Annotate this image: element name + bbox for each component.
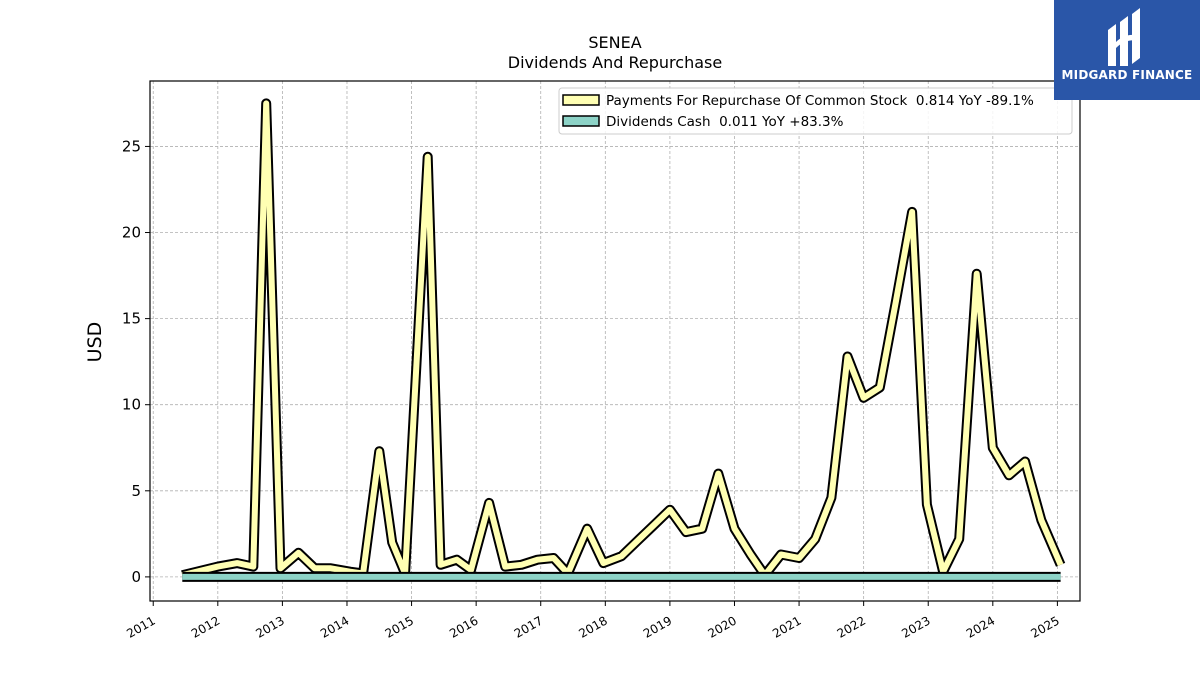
chart-subtitle: Dividends And Repurchase [508,53,722,72]
x-tick-label: 2024 [964,613,997,640]
plot-frame [149,80,1081,602]
legend-swatch-repurchase [562,94,600,106]
series-line-repurchase [181,100,1064,579]
x-tick-label: 2025 [1028,613,1061,640]
x-tick-label: 2011 [124,613,157,640]
brand-logo-text: MIDGARD FINANCE [1061,68,1193,82]
legend-label-dividends: Dividends Cash 0.011 YoY +83.3% [606,114,844,130]
y-tick-label: 0 [131,568,141,586]
chart-title: SENEA [588,33,641,52]
legend-swatch-dividends [562,115,600,127]
grid [150,81,1080,601]
x-tick-label: 2018 [576,613,609,640]
x-tick-label: 2019 [641,613,674,640]
y-tick-label: 20 [122,224,141,242]
y-tick-label: 25 [122,137,141,155]
x-tick-label: 2016 [447,613,480,640]
midgard-logo-icon [1108,8,1140,66]
y-axis-label: USD [84,322,106,363]
y-tick-label: 15 [122,310,141,328]
x-tick-label: 2020 [706,613,739,640]
y-tick-label: 10 [122,396,141,414]
x-tick-label: 2017 [512,613,545,640]
x-tick-label: 2012 [189,613,222,640]
plot-series [181,98,1066,582]
legend-label-repurchase: Payments For Repurchase Of Common Stock … [606,93,1034,109]
x-tick-label: 2013 [253,613,286,640]
brand-logo: MIDGARD FINANCE [1054,0,1200,100]
x-tick-label: 2022 [835,613,868,640]
legend: Payments For Repurchase Of Common Stock … [558,87,1073,135]
x-tick-label: 2014 [318,613,351,640]
x-tick-label: 2023 [899,613,932,640]
x-tick-label: 2021 [770,613,803,640]
legend-box [558,87,1073,135]
y-tick-label: 5 [131,482,141,500]
x-tick-label: 2015 [383,613,416,640]
